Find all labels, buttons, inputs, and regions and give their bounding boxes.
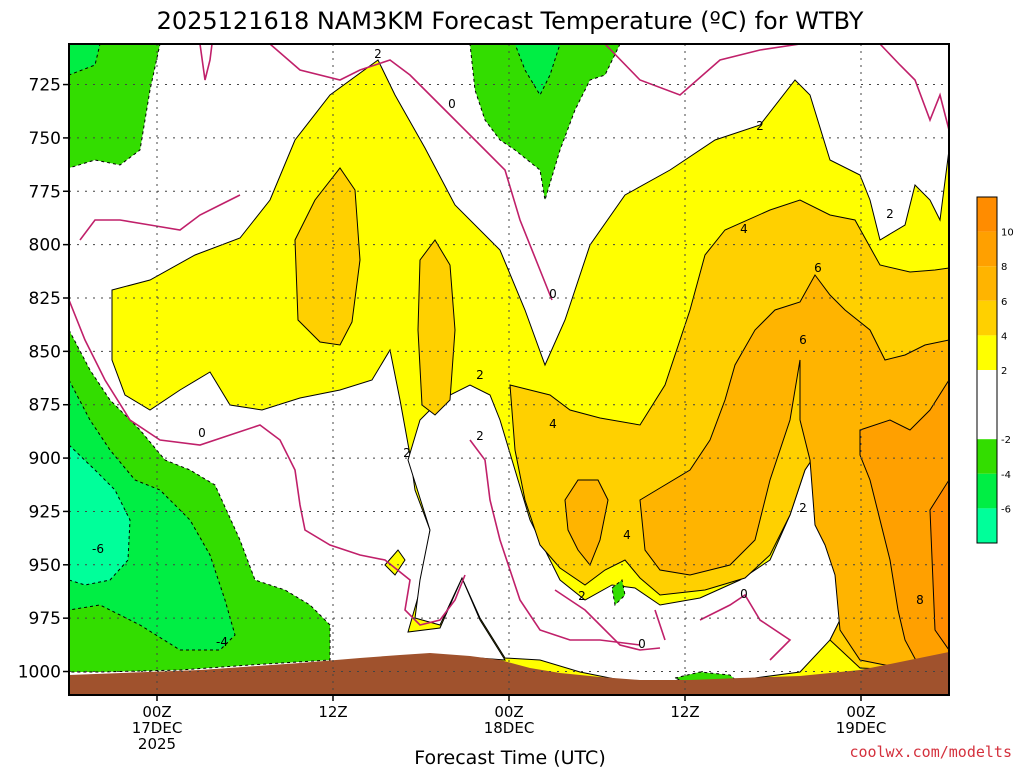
contour-label: -4 xyxy=(216,635,228,649)
contour-label: 0 xyxy=(448,97,456,111)
contour-label: 2 xyxy=(578,589,586,603)
band-upper-left-cold xyxy=(69,44,161,169)
y-tick-label: 1000 xyxy=(18,663,61,683)
y-tick-label: 825 xyxy=(29,289,61,309)
contour-label: 6 xyxy=(799,333,807,347)
y-tick-label: 975 xyxy=(29,609,61,629)
y-tick-label: 925 xyxy=(29,502,61,522)
contour-labels: 2 0 2 4 6 6 2 2 0 2 0 4 4 2 0 2 0 8 -4 -6 2 xyxy=(92,47,924,651)
x-tick-label: 19DEC xyxy=(836,719,887,737)
x-tick-label: 00Z xyxy=(494,703,523,721)
colorbar-tick-label: 4 xyxy=(1001,331,1007,342)
colorbar-tick-label: 6 xyxy=(1001,297,1007,308)
chart-title: 2025121618 NAM3KM Forecast Temperature (… xyxy=(157,7,864,35)
contour-label: 2 xyxy=(476,368,484,382)
contour-label: 2 xyxy=(799,501,807,515)
band-8-10 xyxy=(859,379,949,669)
zero-contours xyxy=(69,44,949,661)
contour-label: 0 xyxy=(549,287,557,301)
x-tick-label: 12Z xyxy=(318,703,347,721)
band-minus6-minus8 xyxy=(69,444,131,586)
y-tick-label: 775 xyxy=(29,182,61,202)
x-tick-label: 17DEC xyxy=(132,719,183,737)
colorbar-band xyxy=(977,473,997,509)
y-tick-label: 750 xyxy=(29,129,61,149)
contour-label: 2 xyxy=(886,207,894,221)
colorbar-band xyxy=(977,300,997,336)
x-tick-label: 2025 xyxy=(138,735,176,753)
colorbar-tick-label: -4 xyxy=(1001,470,1011,481)
contour-label: -6 xyxy=(92,542,104,556)
band-upper-middle-cold xyxy=(469,44,621,201)
x-tick-label: 00Z xyxy=(846,703,875,721)
band-minus4-minus6 xyxy=(69,379,236,651)
plot-area xyxy=(69,44,949,695)
x-axis-label: Forecast Time (UTC) xyxy=(414,747,605,768)
colorbar-frame xyxy=(976,196,998,544)
y-tick-label: 800 xyxy=(29,236,61,256)
contour-label: 2 xyxy=(476,429,484,443)
contour-label: 4 xyxy=(623,528,631,542)
contour-label: 2 xyxy=(403,446,411,460)
colorbar-tick-label: -6 xyxy=(1001,504,1011,515)
y-tick-label: 950 xyxy=(29,556,61,576)
x-tick-label: 18DEC xyxy=(484,719,535,737)
colorbar-tick-label: 8 xyxy=(1001,262,1007,273)
colorbar-tick-label: 2 xyxy=(1001,366,1007,377)
contour-label: 0 xyxy=(198,426,206,440)
colorbar-band xyxy=(977,439,997,474)
credit-text: coolwx.com/modelts xyxy=(849,743,1012,761)
y-tick-label: 900 xyxy=(29,449,61,469)
contour-label: 2 xyxy=(374,47,382,61)
colorbar-tick-label: -2 xyxy=(1001,435,1011,446)
colorbar-band xyxy=(977,197,997,232)
colorbar-band xyxy=(977,508,997,543)
contour-label: 4 xyxy=(549,417,557,431)
contour-label: 2 xyxy=(756,119,764,133)
colorbar-band xyxy=(977,370,997,440)
y-axis: 725 750 775 800 825 850 875 900 925 950 975 1000 xyxy=(18,76,69,683)
contour-label: 4 xyxy=(740,222,748,236)
terrain xyxy=(69,652,949,695)
contour-label: 8 xyxy=(916,593,924,607)
contour-label: 0 xyxy=(638,637,646,651)
colorbar-band xyxy=(977,231,997,267)
x-tick-label: 12Z xyxy=(670,703,699,721)
colorbar-tick-label: 10 xyxy=(1001,228,1014,239)
y-tick-label: 850 xyxy=(29,342,61,362)
colorbar-band xyxy=(977,335,997,370)
band-6-8 xyxy=(639,274,949,673)
colorbar: 10 8 6 4 2 -2 -4 -6 xyxy=(976,196,1014,544)
contour-label: 6 xyxy=(814,261,822,275)
colorbar-band xyxy=(977,266,997,301)
gridlines xyxy=(69,44,949,695)
y-tick-label: 725 xyxy=(29,76,61,96)
x-tick-label: 00Z xyxy=(142,703,171,721)
contour-label: 0 xyxy=(740,587,748,601)
y-tick-label: 875 xyxy=(29,396,61,416)
